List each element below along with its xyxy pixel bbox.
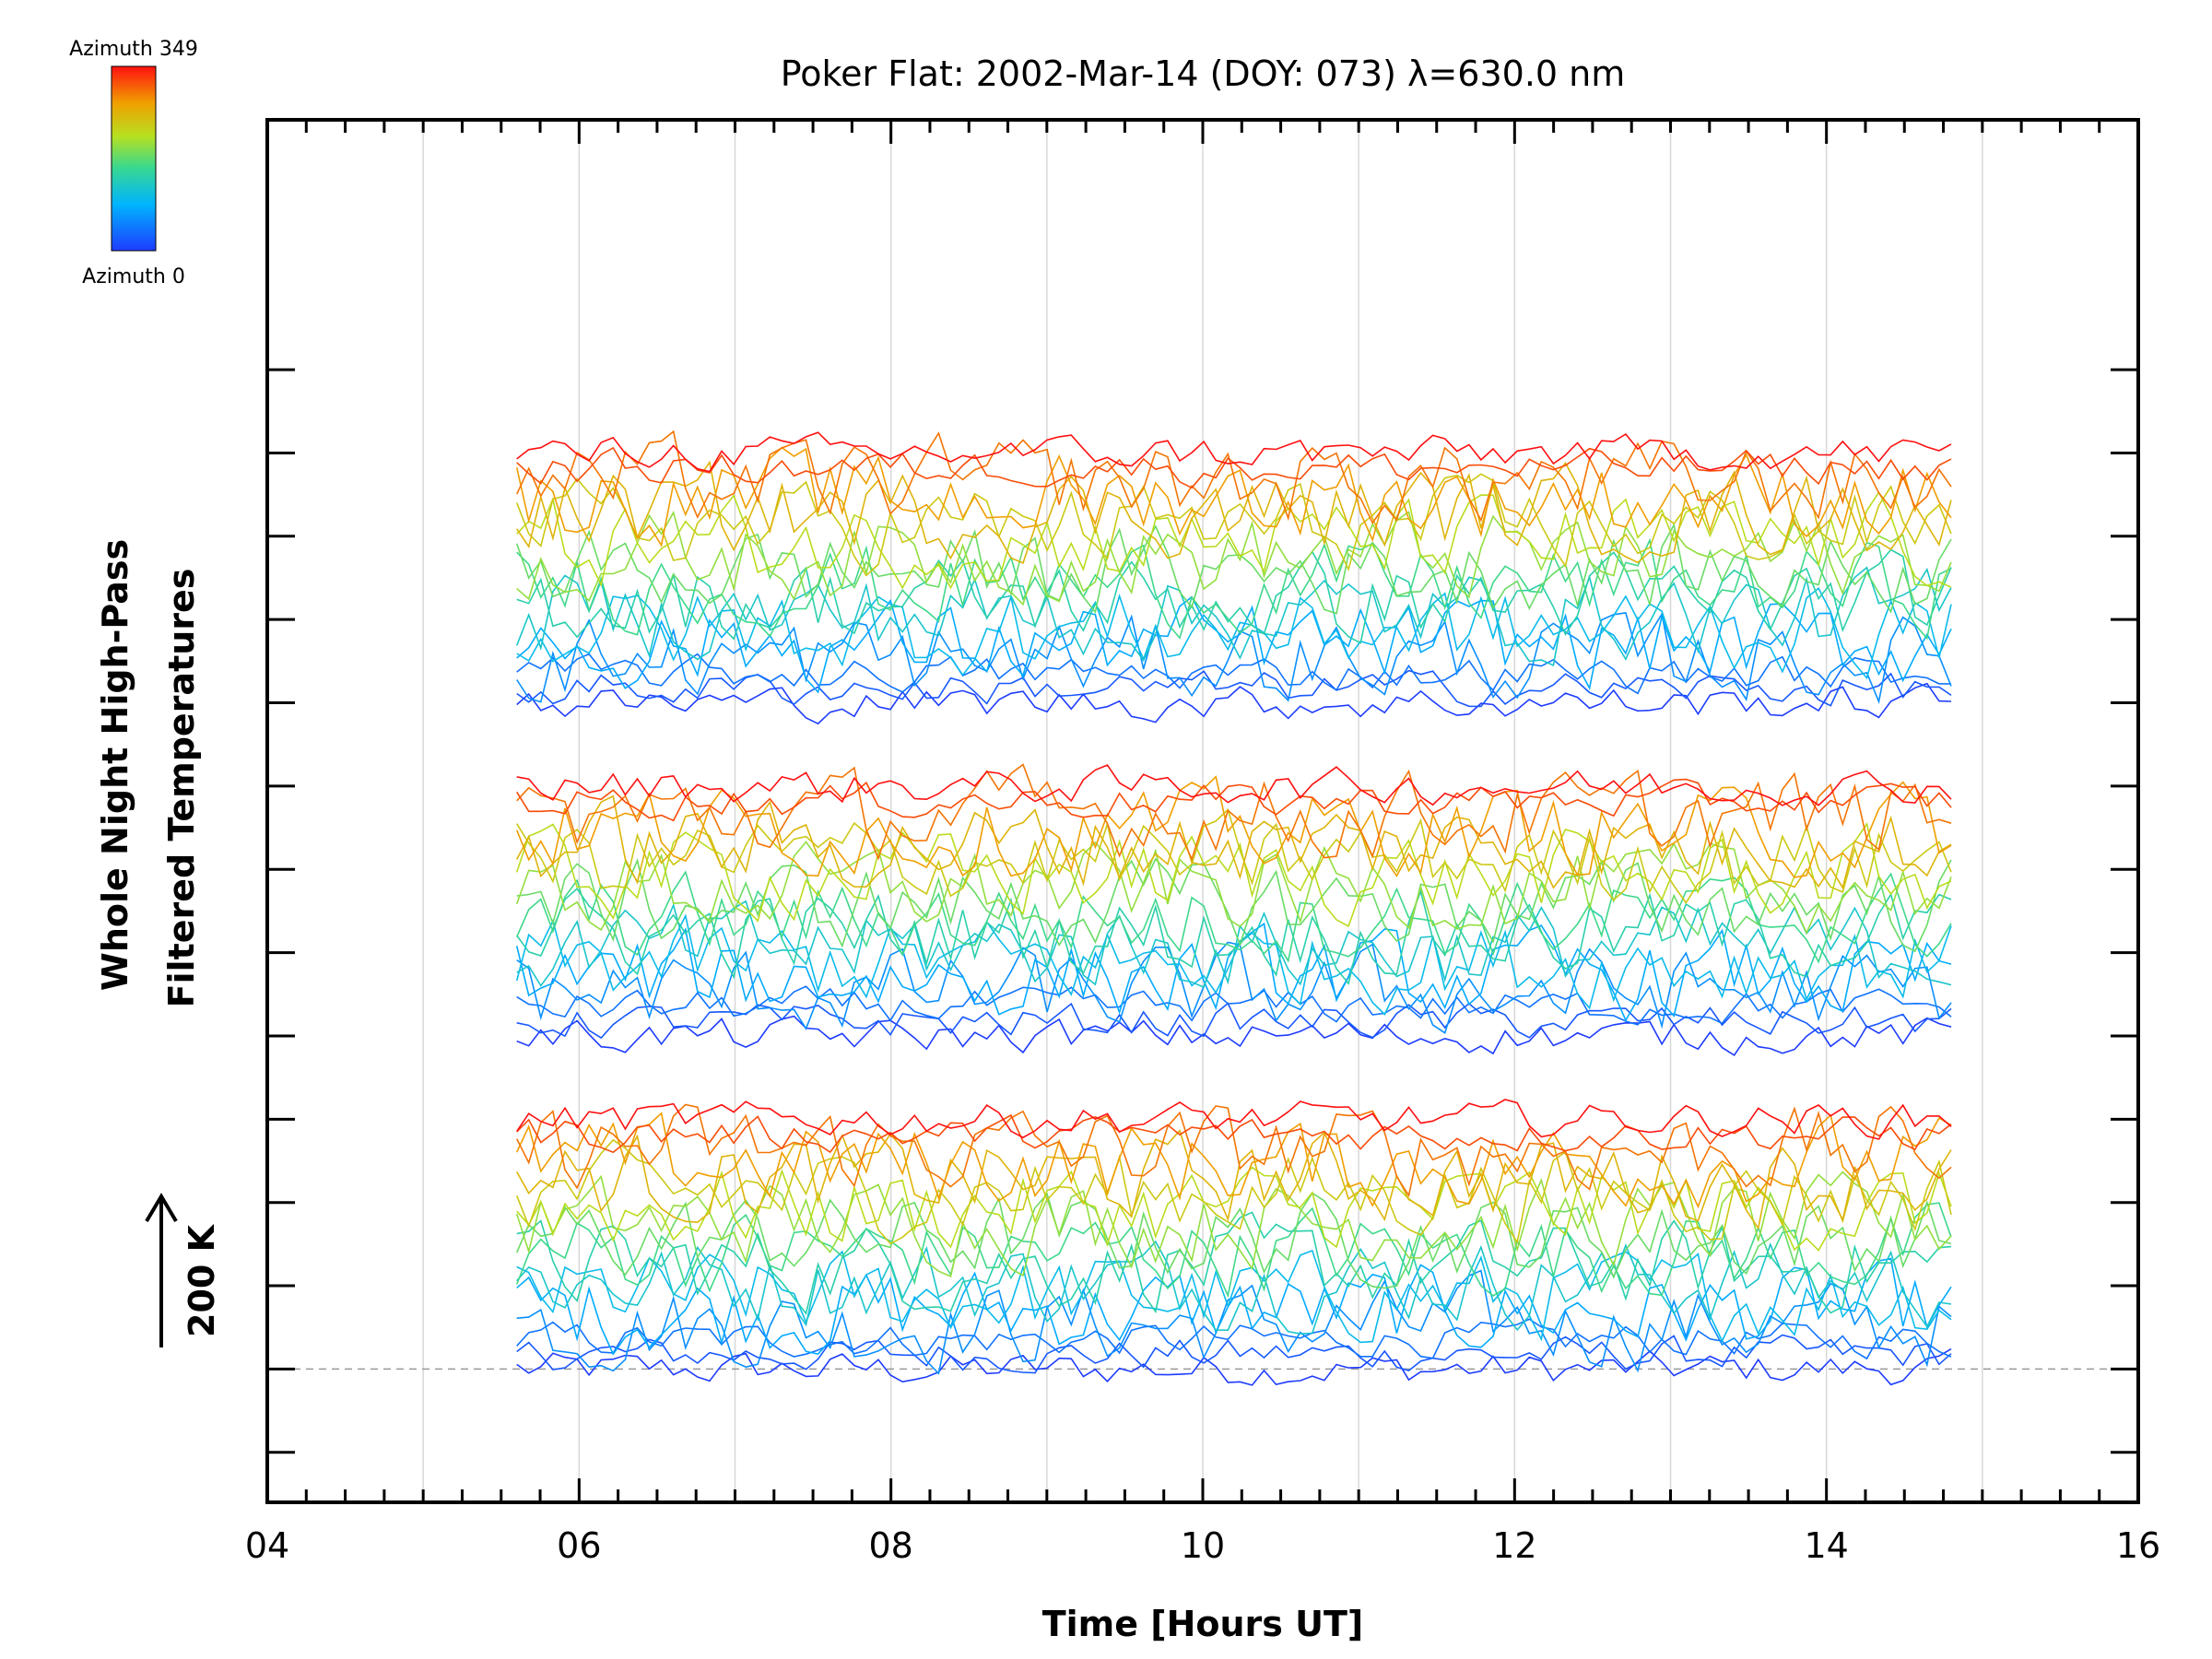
trace-line	[516, 490, 1952, 590]
trace-line	[516, 1347, 1952, 1386]
trace-line	[516, 985, 1952, 1026]
trace-line	[515, 1138, 1952, 1245]
trace-line	[516, 537, 1952, 641]
trace-line	[516, 941, 1952, 1034]
y-axis-label-line1: Whole Night High-Pass	[95, 539, 135, 991]
trace-line	[515, 841, 1952, 935]
trace-line	[516, 900, 1952, 989]
trace-line	[516, 1128, 1952, 1230]
trace-line	[515, 1192, 1952, 1289]
scale-bar-label: 200 K	[182, 1223, 222, 1337]
x-tick-label: 14	[1804, 1525, 1848, 1566]
x-tick-label: 12	[1492, 1525, 1536, 1566]
x-tick-label: 10	[1181, 1525, 1225, 1566]
trace-line	[516, 1257, 1952, 1356]
trace-line	[516, 586, 1952, 680]
trace-line	[515, 870, 1952, 964]
trace-line	[515, 794, 1952, 890]
trace-line	[516, 857, 1952, 953]
trace-line	[515, 429, 1952, 524]
trace-line	[516, 778, 1952, 822]
trace-line	[516, 764, 1952, 806]
colorbar-top-label: Azimuth 349	[69, 38, 198, 61]
x-tick-label: 06	[557, 1525, 601, 1566]
x-tick-label: 16	[2116, 1525, 2160, 1566]
trace-line	[516, 669, 1952, 708]
trace-line	[516, 595, 1952, 694]
trace-line	[516, 1113, 1952, 1154]
y-axis-label-line2: Filtered Temperatures	[161, 569, 202, 1008]
x-tick-label: 04	[245, 1525, 289, 1566]
trace-line	[516, 763, 1952, 862]
trace-line	[515, 566, 1952, 666]
trace-line	[515, 1103, 1952, 1198]
trace-line	[516, 1002, 1952, 1040]
trace-line	[516, 682, 1952, 725]
trace-line	[515, 1112, 1952, 1209]
trace-line	[516, 1015, 1952, 1056]
trace-line	[516, 1166, 1952, 1252]
trace-line	[516, 460, 1952, 564]
trace-line	[515, 523, 1952, 615]
colorbar-bottom-label: Azimuth 0	[82, 265, 185, 288]
trace-line	[516, 888, 1952, 985]
trace-line	[516, 1334, 1952, 1374]
trace-line	[516, 1318, 1952, 1360]
x-tick-label: 08	[868, 1525, 912, 1566]
trace-line	[516, 431, 1952, 473]
trace-line	[515, 1171, 1952, 1278]
temperature-traces	[515, 429, 1952, 1386]
trace-line	[516, 1099, 1952, 1140]
x-axis-label: Time [Hours UT]	[1042, 1604, 1364, 1644]
trace-line	[515, 473, 1952, 577]
trace-line	[516, 1249, 1952, 1344]
trace-line	[516, 548, 1952, 644]
colorbar	[111, 65, 157, 252]
chart-title: Poker Flat: 2002-Mar-14 (DOY: 073) λ=630…	[781, 53, 1626, 94]
trace-line	[516, 446, 1952, 489]
trace-line	[516, 1240, 1952, 1335]
axes: 04 06 08 10 12 14 16	[245, 118, 2160, 1566]
scale-arrow-icon	[145, 1193, 178, 1347]
trace-line	[515, 1202, 1952, 1299]
trace-line	[516, 510, 1952, 606]
trace-line	[516, 1269, 1952, 1375]
trace-line	[515, 775, 1952, 878]
